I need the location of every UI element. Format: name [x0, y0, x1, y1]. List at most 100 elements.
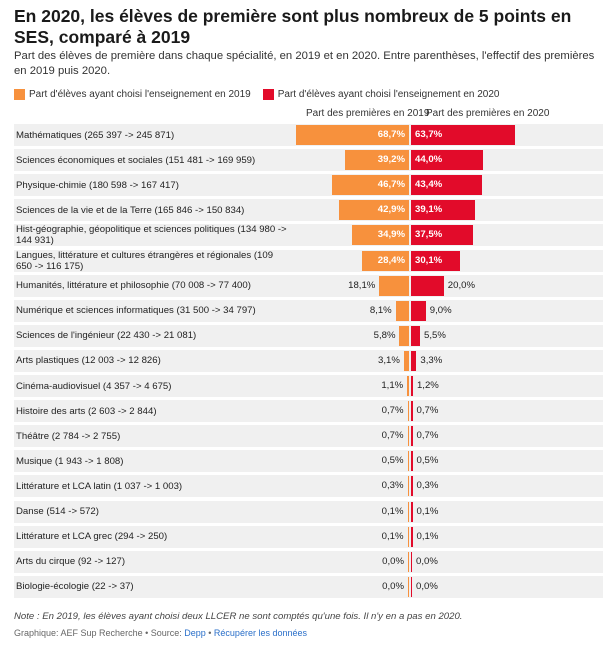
data-label-2019: 18,1%	[348, 279, 376, 291]
data-label-2020: 0,7%	[416, 405, 439, 417]
bar-2020	[411, 250, 461, 271]
table-row: Musique (1 943 -> 1 808) 0,5% 0,5%	[14, 450, 603, 473]
bar-2019	[362, 250, 409, 271]
bar-2020	[411, 200, 476, 221]
category-label: Danse (514 -> 572)	[16, 506, 99, 517]
legend: Part d'élèves ayant choisi l'enseignemen…	[14, 87, 512, 101]
data-label-2019: 28,4%	[377, 254, 405, 266]
table-row: Danse (514 -> 572) 0,1% 0,1%	[14, 500, 603, 523]
credit-prefix: Graphique: AEF Sup Recherche • Source:	[14, 628, 185, 638]
data-label-2019: 1,1%	[381, 380, 404, 391]
bar-2020	[411, 551, 412, 572]
table-row: Arts du cirque (92 -> 127) 0,0% 0,0%	[14, 550, 603, 573]
bar-2020	[411, 150, 484, 171]
data-label-2020: 0,0%	[416, 555, 438, 567]
download-data-link[interactable]: Récupérer les données	[213, 628, 307, 638]
bar-2020	[411, 476, 413, 497]
category-label: Mathématiques (265 397 -> 245 871)	[16, 129, 175, 141]
data-label-2020: 5,5%	[424, 329, 446, 341]
bar-2019	[395, 300, 409, 321]
data-label-2020: 20,0%	[447, 279, 475, 291]
data-label-2020: 43,4%	[415, 179, 443, 191]
table-row: Arts plastiques (12 003 -> 12 826) 3,1% 3,…	[14, 349, 603, 372]
credit-separator: •	[205, 628, 214, 638]
bar-2020	[411, 376, 413, 396]
bar-2019	[344, 150, 409, 171]
source-link[interactable]: Depp	[184, 628, 206, 638]
category-label: Numérique et sciences informatiques (31 …	[16, 305, 256, 317]
data-label-2019: 8,1%	[369, 304, 392, 316]
table-row: Théâtre (2 784 -> 2 755) 0,7% 0,7%	[14, 425, 603, 448]
data-label-2019: 5,8%	[373, 329, 396, 341]
data-label-2019: 68,7%	[377, 129, 405, 140]
table-row: Humanités, littérature et philosophie (7…	[14, 274, 603, 297]
data-label-2020: 0,1%	[416, 505, 439, 517]
category-label: Humanités, littérature et philosophie (7…	[16, 280, 251, 292]
table-row: Langues, littérature et cultures étrangè…	[14, 249, 603, 272]
data-label-2019: 0,5%	[381, 455, 404, 467]
legend-label-2019: Part d'élèves ayant choisi l'enseignemen…	[29, 88, 251, 100]
data-label-2020: 0,0%	[416, 580, 438, 592]
bar-2020	[411, 401, 413, 422]
bar-2019	[379, 275, 409, 296]
bar-2019	[407, 501, 409, 522]
table-row: Numérique et sciences informatiques (31 …	[14, 299, 603, 322]
legend-item-2019: Part d'élèves ayant choisi l'enseignemen…	[14, 88, 251, 100]
chart-title: En 2020, les élèves de première sont plu…	[14, 6, 572, 47]
legend-swatch-2019	[14, 88, 25, 100]
bar-2019	[399, 325, 409, 346]
data-label-2019: 3,1%	[378, 354, 400, 366]
bar-2019	[407, 451, 409, 472]
table-row: Littérature et LCA grec (294 -> 250) 0,1%…	[14, 525, 603, 548]
chart-subtitle: Part des élèves de première dans chaque …	[14, 50, 595, 77]
bar-2020	[411, 576, 412, 597]
bar-2019	[407, 401, 409, 422]
data-label-2019: 0,7%	[381, 405, 404, 417]
data-label-2019: 0,1%	[381, 530, 404, 542]
table-row: Sciences de l'ingénieur (22 430 -> 21 08…	[14, 324, 603, 347]
category-label: Histoire des arts (2 603 -> 2 844)	[16, 405, 157, 417]
category-label: Sciences de l'ingénieur (22 430 -> 21 08…	[16, 330, 197, 342]
table-row: Sciences économiques et sociales (151 48…	[14, 149, 603, 172]
category-label: Littérature et LCA grec (294 -> 250)	[16, 531, 168, 543]
bar-2020	[411, 451, 413, 472]
table-row: Littérature et LCA latin (1 037 -> 1 003…	[14, 475, 603, 498]
table-row: Physique-chimie (180 598 -> 167 417) 46,7…	[14, 174, 603, 197]
data-label-2020: 3,3%	[420, 354, 443, 366]
column-header-2019: Part des premières en 2019	[306, 108, 430, 119]
data-label-2020: 9,0%	[429, 304, 452, 316]
data-label-2019: 0,7%	[381, 430, 404, 442]
data-label-2019: 46,7%	[377, 179, 405, 191]
bar-2020	[411, 125, 516, 145]
bar-2020	[411, 175, 483, 196]
column-header-2020: Part des premières en 2020	[426, 108, 550, 119]
data-label-2020: 0,1%	[416, 530, 439, 542]
bar-2020	[411, 275, 444, 296]
bar-2020	[411, 300, 426, 321]
category-label: Musique (1 943 -> 1 808)	[16, 455, 124, 467]
table-row: Histoire des arts (2 603 -> 2 844) 0,7% 0,…	[14, 400, 603, 423]
category-label: Littérature et LCA latin (1 037 -> 1 003…	[16, 480, 183, 492]
table-row: Biologie-écologie (22 -> 37) 0,0% 0,0%	[14, 575, 603, 598]
data-label-2019: 0,3%	[381, 480, 404, 492]
bar-2019	[408, 576, 409, 597]
category-label: Cinéma-audiovisuel (4 357 -> 4 675)	[16, 380, 172, 392]
bar-2019	[351, 225, 409, 246]
category-label: Arts du cirque (92 -> 127)	[16, 556, 126, 568]
table-row: Hist-géographie, géopolitique et science…	[14, 224, 603, 247]
category-label: Arts plastiques (12 003 -> 12 826)	[16, 355, 161, 367]
bar-2019	[408, 551, 409, 572]
data-label-2019: 0,1%	[381, 505, 404, 517]
legend-item-2020: Part d'élèves ayant choisi l'enseignemen…	[262, 88, 500, 100]
bar-2019	[407, 526, 409, 547]
bar-2019	[296, 125, 409, 145]
data-label-2020: 0,5%	[416, 455, 439, 467]
bar-2020	[411, 225, 473, 246]
category-label: Physique-chimie (180 598 -> 167 417)	[16, 179, 179, 191]
bar-2020	[411, 325, 421, 346]
chart-credit: Graphique: AEF Sup Recherche • Source: D…	[14, 628, 606, 638]
category-label: Langues, littérature et cultures étrangè…	[16, 249, 274, 272]
table-row: Mathématiques (265 397 -> 245 871) 68,7% 6…	[14, 124, 603, 146]
category-label: Hist-géographie, géopolitique et science…	[16, 224, 287, 247]
legend-swatch-2020	[262, 88, 274, 100]
